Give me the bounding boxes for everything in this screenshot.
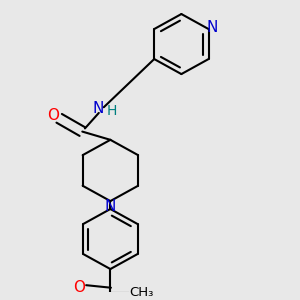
Text: H: H [107, 104, 117, 118]
Text: N: N [207, 20, 218, 35]
Text: O: O [47, 108, 59, 123]
Text: N: N [105, 199, 116, 214]
Text: CH₃: CH₃ [130, 286, 154, 298]
Text: N: N [92, 101, 104, 116]
Text: O: O [73, 280, 85, 295]
